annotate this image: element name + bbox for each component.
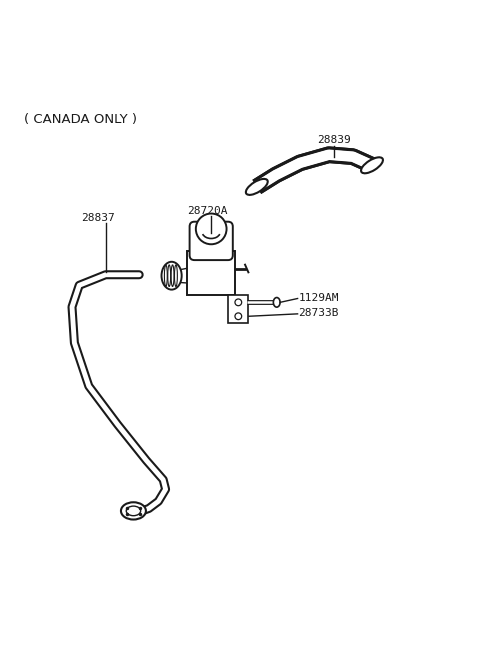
Ellipse shape [361,157,383,173]
Circle shape [235,299,242,306]
Ellipse shape [126,506,141,516]
Text: 1129AM: 1129AM [299,292,339,302]
Ellipse shape [121,502,146,520]
Circle shape [235,313,242,319]
Text: ( CANADA ONLY ): ( CANADA ONLY ) [24,113,137,126]
FancyBboxPatch shape [190,221,233,260]
FancyBboxPatch shape [228,295,249,323]
Ellipse shape [246,179,268,195]
Text: 28733B: 28733B [299,308,339,318]
Ellipse shape [274,298,280,307]
Text: 28720A: 28720A [187,206,228,216]
Text: 28839: 28839 [317,135,350,145]
Text: 28837: 28837 [82,213,115,223]
FancyBboxPatch shape [187,252,236,295]
Circle shape [196,214,227,244]
Ellipse shape [161,261,182,290]
